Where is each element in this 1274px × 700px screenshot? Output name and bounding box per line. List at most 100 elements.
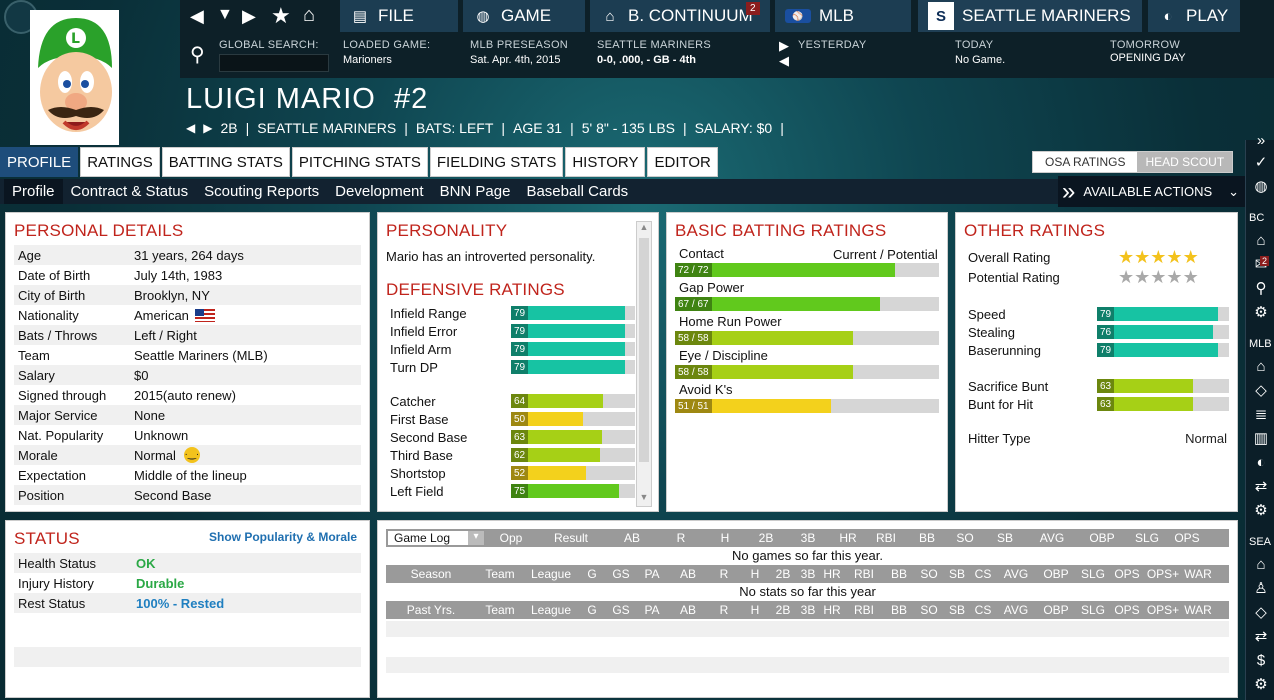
column-header: R (719, 567, 729, 581)
scroll-up-icon[interactable]: ▲ (639, 222, 649, 232)
personal-details-title: PERSONAL DETAILS (14, 221, 184, 240)
tab-batting-stats[interactable]: BATTING STATS (161, 147, 290, 177)
show-popularity-morale-link[interactable]: Show Popularity & Morale (209, 530, 358, 544)
subnav-development[interactable]: Development (335, 183, 424, 200)
transfer-icon[interactable]: ⇄ (1254, 628, 1268, 645)
tab-editor[interactable]: EDITOR (647, 147, 718, 177)
dollar-icon[interactable]: $ (1256, 651, 1266, 669)
detail-value[interactable]: Seattle Mariners (MLB) (134, 347, 268, 363)
column-header: G (587, 603, 597, 617)
continuum-menu-button[interactable]: ⌂ B. CONTINUUM (590, 0, 770, 32)
star-icon: ★ (1118, 246, 1135, 267)
play-menu-button[interactable]: ◐ PLAY (1148, 0, 1240, 32)
rating-bar: 79 (1097, 343, 1229, 357)
home-icon[interactable]: ⌂ (1256, 231, 1266, 249)
season-info: MLB PRESEASON Sat. Apr. 4th, 2015 (470, 39, 568, 66)
mlb-menu-button[interactable]: ⚾ MLB (775, 0, 911, 32)
rating-row: Speed 79 (968, 305, 1229, 323)
play-forward-icon[interactable]: ▶ (779, 38, 789, 53)
rating-value: 64 (511, 394, 529, 408)
back-arrow-icon[interactable]: ◀ (190, 6, 204, 26)
diamond-icon[interactable]: ◇ (1255, 382, 1267, 399)
star-icon: ★ (1118, 266, 1135, 287)
file-icon: ▤ (352, 8, 368, 25)
baseball-icon[interactable]: ◐ (1256, 453, 1266, 471)
rating-bar-fill (1097, 343, 1218, 357)
detail-value: Unknown (134, 427, 189, 443)
tab-pitching-stats[interactable]: PITCHING STATS (291, 147, 428, 177)
column-header: OPS+ (1146, 603, 1180, 617)
checkmark-icon[interactable]: ✓ (1254, 154, 1268, 171)
scrollbar[interactable]: ▲ ▼ (636, 221, 652, 507)
rating-row: Infield Range 79 (390, 304, 650, 322)
play-back-icon[interactable]: ◀ (779, 53, 789, 68)
dropdown-arrow-icon[interactable]: ▼ (217, 6, 233, 23)
tab-history[interactable]: HISTORY (565, 147, 646, 177)
column-header: R (719, 603, 729, 617)
scroll-down-icon[interactable]: ▼ (639, 492, 649, 502)
available-actions-button[interactable]: » AVAILABLE ACTIONS ⌄ (1058, 176, 1245, 207)
star-icon[interactable]: ★ (271, 3, 291, 28)
current-potential-label: Current / Potential (833, 247, 938, 262)
rating-bar: 79 (511, 360, 635, 374)
team-record-value: 0-0, .000, - GB - 4th (597, 54, 697, 66)
gear-icon[interactable]: ⚙ (1254, 502, 1268, 519)
potential-rating-label: Potential Rating (968, 269, 1060, 285)
globe-icon[interactable]: ◍ (1254, 178, 1268, 195)
home-icon[interactable]: ⌂ (1256, 357, 1266, 375)
rating-bar: 58 / 58 (675, 365, 939, 379)
rating-value: 79 (1097, 343, 1115, 357)
game-menu-button[interactable]: ◍ GAME (463, 0, 585, 32)
subnav-baseball-cards[interactable]: Baseball Cards (526, 183, 629, 200)
tab-profile[interactable]: PROFILE (0, 147, 79, 177)
transfer-icon[interactable]: ⇄ (1254, 478, 1268, 495)
gear-icon[interactable]: ⚙ (1254, 676, 1268, 693)
bar-chart-icon[interactable]: ▥ (1253, 430, 1269, 447)
tab-ratings[interactable]: RATINGS (80, 147, 160, 177)
rating-row: First Base 50 (390, 410, 650, 428)
column-header: BB (890, 567, 907, 581)
mariners-logo-icon: S (928, 2, 954, 30)
detail-value: Second Base (134, 487, 212, 503)
detail-value[interactable]: American (134, 307, 189, 323)
file-menu-button[interactable]: ▤ FILE (340, 0, 458, 32)
subnav-scouting-reports[interactable]: Scouting Reports (204, 183, 320, 200)
past-years-row (386, 621, 1229, 637)
column-header: PA (644, 567, 660, 581)
column-header: HR (839, 531, 857, 545)
search-icon[interactable]: ⚲ (1255, 280, 1267, 297)
double-chevron-right-icon[interactable]: » (1256, 131, 1266, 149)
team-menu-button[interactable]: S SEATTLE MARINERS (918, 0, 1142, 32)
global-search-input[interactable] (219, 54, 329, 72)
search-icon[interactable]: ⚲ (190, 44, 205, 66)
column-header: SO (920, 603, 938, 617)
status-label: Health Status (18, 555, 97, 571)
head-scout-button[interactable]: HEAD SCOUT (1137, 152, 1233, 172)
rating-value: 79 (511, 324, 529, 338)
person-icon[interactable]: ♙ (1254, 580, 1268, 597)
home-icon[interactable]: ⌂ (303, 4, 316, 26)
subnav-bnn-page[interactable]: BNN Page (439, 183, 511, 200)
star-icon: ★ (1182, 246, 1199, 267)
column-header: AB (679, 567, 696, 581)
scroll-thumb[interactable] (639, 238, 649, 462)
diamond-icon[interactable]: ◇ (1255, 604, 1267, 621)
column-header: BB (890, 603, 907, 617)
next-player-icon[interactable]: ▶ (203, 121, 213, 135)
column-header: 3B (800, 531, 816, 545)
mlb-label: MLB (819, 6, 854, 25)
separator: | (683, 120, 687, 136)
column-header: PA (644, 603, 660, 617)
list-icon[interactable]: ≣ (1254, 406, 1268, 423)
forward-arrow-icon[interactable]: ▶ (242, 6, 256, 26)
gear-icon[interactable]: ⚙ (1254, 304, 1268, 321)
osa-ratings-button[interactable]: OSA RATINGS (1033, 152, 1138, 172)
subnav-profile[interactable]: Profile (4, 179, 63, 204)
tab-fielding-stats[interactable]: FIELDING STATS (429, 147, 564, 177)
game-log-select[interactable]: Game Log ▾ (387, 530, 485, 546)
detail-value: $0 (134, 367, 149, 383)
prev-player-icon[interactable]: ◀ (186, 121, 196, 135)
home-icon[interactable]: ⌂ (1256, 555, 1266, 573)
subnav-contract-status[interactable]: Contract & Status (70, 183, 189, 200)
rating-label: Baserunning (968, 342, 1041, 358)
